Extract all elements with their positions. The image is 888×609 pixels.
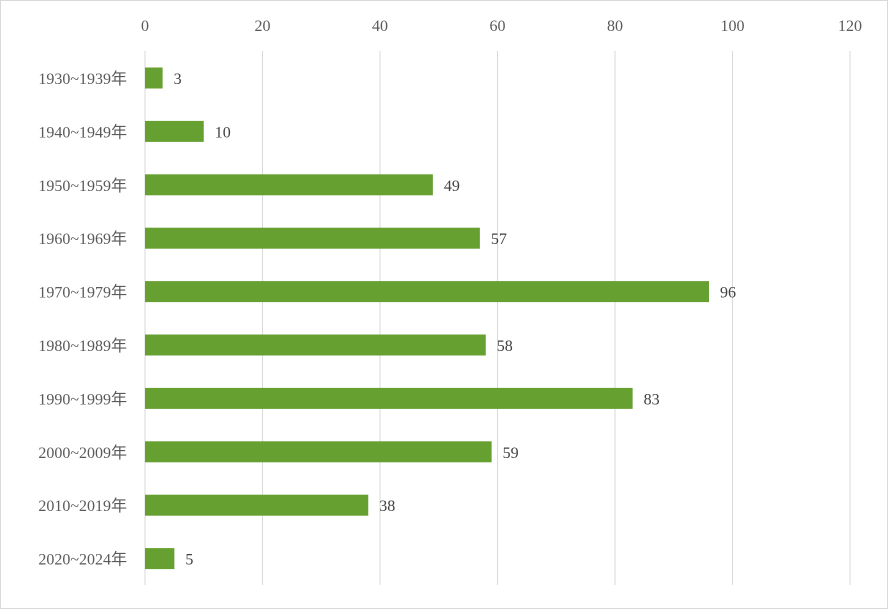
bar — [145, 174, 433, 196]
data-label: 3 — [174, 71, 182, 88]
x-tick-label: 120 — [838, 18, 862, 35]
x-tick-label: 80 — [607, 18, 623, 35]
data-label: 10 — [215, 124, 231, 141]
category-label: 1940~1949年 — [38, 123, 127, 141]
category-label: 2020~2024年 — [38, 551, 127, 569]
bar — [145, 67, 163, 89]
bar — [145, 334, 486, 356]
data-labels: 3 10 49 57 96 58 83 59 38 5 — [174, 71, 736, 569]
bar — [145, 548, 175, 570]
data-label: 57 — [491, 231, 507, 248]
data-label: 49 — [444, 178, 460, 195]
category-label: 2000~2009年 — [38, 444, 127, 462]
category-label: 1950~1959年 — [38, 177, 127, 195]
bar — [145, 494, 369, 516]
category-axis: 1930~1939年 1940~1949年 1950~1959年 1960~1969年… — [38, 70, 127, 569]
x-tick-label: 60 — [490, 18, 506, 35]
bar — [145, 120, 204, 142]
data-label: 58 — [497, 338, 513, 355]
category-label: 1970~1979年 — [38, 284, 127, 302]
category-label: 1960~1969年 — [38, 230, 127, 248]
bar — [145, 441, 492, 463]
data-label: 83 — [644, 391, 660, 408]
gridlines — [144, 51, 851, 585]
bar — [145, 227, 480, 249]
data-label: 96 — [720, 285, 736, 302]
bar — [145, 281, 709, 303]
category-label: 2010~2019年 — [38, 497, 127, 515]
category-label: 1990~1999年 — [38, 390, 127, 408]
category-label: 1980~1989年 — [38, 337, 127, 355]
bars — [145, 67, 709, 570]
bar — [145, 387, 633, 409]
data-label: 5 — [185, 552, 193, 569]
x-axis-ticks: 0 20 40 60 80 100 120 — [141, 18, 862, 35]
category-label: 1930~1939年 — [38, 70, 127, 88]
data-label: 59 — [503, 445, 519, 462]
data-label: 38 — [379, 498, 395, 515]
x-tick-label: 20 — [255, 18, 271, 35]
x-tick-label: 40 — [372, 18, 388, 35]
x-tick-label: 100 — [721, 18, 745, 35]
x-tick-label: 0 — [141, 18, 149, 35]
